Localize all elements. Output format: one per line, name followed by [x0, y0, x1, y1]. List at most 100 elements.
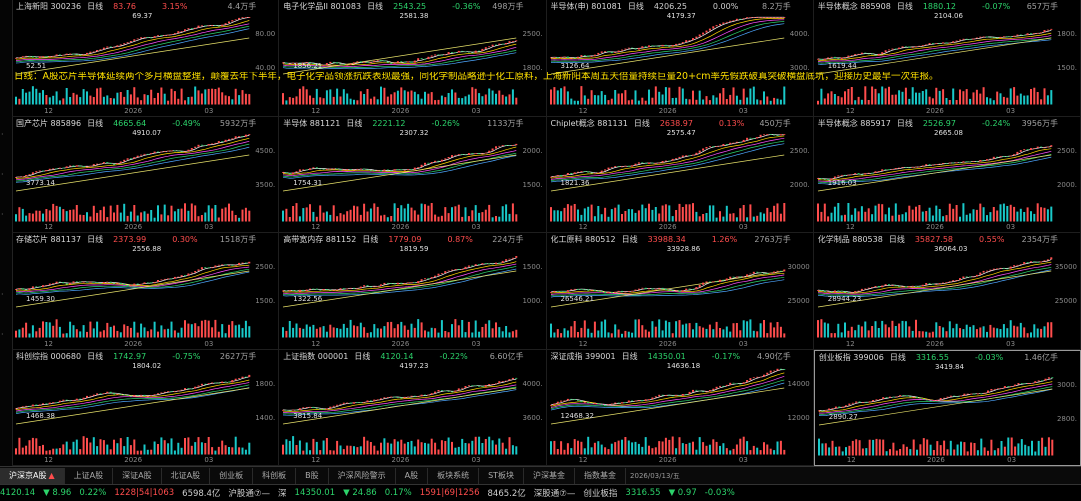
- candle: [559, 174, 562, 176]
- candle: [892, 396, 895, 397]
- market-tab[interactable]: 创业板: [210, 467, 254, 484]
- volume-bar: [579, 441, 582, 454]
- chart-panel[interactable]: 上海新阳 300236 日线 83.76 3.15% 4.4万手 80.00 40.00 69…: [12, 0, 280, 117]
- candle: [512, 144, 515, 146]
- chart-panel[interactable]: 半导体概念 885908 日线 1880.12 -0.07% 657万手 1800. 150…: [813, 0, 1081, 117]
- volume-bar: [1036, 92, 1039, 105]
- volume-bar: [1006, 97, 1009, 105]
- kline-chart: [816, 257, 1053, 338]
- volume-bar: [133, 204, 136, 221]
- candle: [965, 160, 968, 162]
- trend-line: [550, 37, 784, 75]
- candle: [498, 145, 501, 147]
- volume-bar: [136, 215, 139, 221]
- chart-panel[interactable]: 化学制品 880538 日线 35827.58 0.55% 2354万手 35000 250…: [813, 233, 1081, 350]
- candle: [133, 39, 136, 41]
- candle: [35, 286, 38, 288]
- candle: [417, 281, 420, 284]
- market-tab[interactable]: B股: [296, 467, 329, 484]
- volume-bar: [688, 323, 691, 338]
- candle: [329, 168, 332, 169]
- market-tab[interactable]: 深证A股: [113, 467, 162, 484]
- candle: [647, 162, 650, 164]
- market-tab[interactable]: 沪深京A股 ▲: [0, 467, 65, 484]
- chart-panel[interactable]: 化工原料 880512 日线 33988.34 1.26% 2763万手 30000 250…: [546, 233, 814, 350]
- volume-bar: [742, 204, 745, 221]
- moving-average-line: [15, 386, 250, 414]
- volume-bar: [1026, 206, 1029, 221]
- chart-panel[interactable]: 存储芯片 881137 日线 2373.99 0.30% 1518万手 2500. 1500…: [12, 233, 280, 350]
- volume-bar: [248, 442, 251, 454]
- volume-bar: [170, 205, 173, 221]
- volume-bar: [919, 443, 922, 455]
- volume-bar: [853, 100, 856, 105]
- chart-panel[interactable]: 高带宽内存 881152 日线 1779.09 0.87% 224万手 1500. 1000…: [279, 233, 547, 350]
- candle: [858, 401, 861, 403]
- candle: [69, 53, 72, 55]
- volume-bar: [228, 324, 230, 338]
- hk-connect-sh[interactable]: 沪股通⑦—: [228, 489, 271, 499]
- volume-bar: [184, 437, 186, 454]
- kline-chart: [816, 144, 1053, 221]
- chart-panel[interactable]: 半导体 881121 日线 2221.12 -0.26% 1133万手 2000. 1500…: [279, 116, 547, 233]
- volume-bar: [336, 215, 339, 221]
- volume-bar: [366, 89, 369, 105]
- chart-panel[interactable]: 半导体(申) 801081 日线 4206.25 0.00% 8.2万手 4000. 300…: [546, 0, 814, 117]
- market-tab[interactable]: A股: [396, 467, 429, 484]
- chart-panel[interactable]: 科创综指 000680 日线 1742.97 -0.75% 2627万手 1800. 140…: [12, 349, 280, 466]
- volume-bar: [322, 440, 325, 454]
- candle: [895, 395, 898, 397]
- market-tab[interactable]: 指数基金: [575, 467, 627, 484]
- volume-bar: [441, 320, 444, 338]
- candle: [343, 288, 346, 289]
- volume-bar: [424, 203, 427, 221]
- volume-bar: [1036, 328, 1039, 338]
- market-tab[interactable]: 沪深基金: [524, 467, 576, 484]
- chart-panel[interactable]: 半导体概念 885917 日线 2526.97 -0.24% 3956万手 2500. 20…: [813, 116, 1081, 233]
- volume-bar: [897, 90, 900, 105]
- market-tab[interactable]: 上证A股: [65, 467, 114, 484]
- candle: [563, 291, 565, 292]
- candle: [187, 149, 190, 151]
- moving-average-line: [817, 39, 1052, 65]
- volume-bar: [349, 98, 352, 105]
- candle: [610, 52, 613, 54]
- candle: [515, 40, 518, 42]
- hk-connect-sz[interactable]: 深股通⑦—: [533, 489, 576, 499]
- volume-bar: [674, 447, 677, 454]
- panel-title: 上证指数 000001 日线 4120.14 -0.22% 6.60亿手: [283, 351, 541, 362]
- x-axis-month: 12: [578, 223, 588, 231]
- volume-bar: [752, 216, 755, 221]
- candle: [441, 273, 444, 274]
- volume-bar: [133, 439, 136, 454]
- chart-panel[interactable]: 深证成指 399001 日线 14350.01 -0.17% 4.90亿手 14000 12…: [546, 349, 814, 466]
- candle: [1047, 376, 1050, 379]
- volume-bar: [596, 205, 599, 221]
- candle: [157, 280, 159, 282]
- volume-bar: [620, 213, 623, 221]
- volume-bar: [904, 211, 907, 221]
- chart-panel[interactable]: Chiplet概念 881131 日线 2638.97 0.13% 450万手 2500.…: [546, 116, 814, 233]
- volume-bar: [875, 438, 878, 455]
- volume-bar: [559, 210, 562, 221]
- volume-bar: [62, 208, 65, 221]
- volume-bar: [922, 437, 925, 455]
- candle: [711, 26, 714, 29]
- chart-panel[interactable]: 创业板指 399006 日线 3316.55 -0.03% 1.46亿手 3000. 280…: [813, 349, 1081, 466]
- moving-average-line: [283, 152, 517, 177]
- market-tab[interactable]: 沪深风险警示: [329, 467, 396, 484]
- market-tab[interactable]: 科创板: [253, 467, 297, 484]
- market-tab[interactable]: 板块系统: [428, 467, 480, 484]
- volume-bar: [35, 437, 38, 454]
- chart-panel[interactable]: 国产芯片 885896 日线 4665.64 -0.49% 5932万手 4500. 350…: [12, 116, 280, 233]
- candle: [583, 55, 586, 56]
- candle: [983, 392, 986, 394]
- volume-bar: [688, 203, 691, 221]
- chart-panel[interactable]: 电子化学品II 801083 日线 2543.25 -0.36% 498万手 2500. 1…: [279, 0, 547, 117]
- market-tab[interactable]: 北证A股: [162, 467, 211, 484]
- chart-panel[interactable]: 上证指数 000001 日线 4120.14 -0.22% 6.60亿手 4000. 360…: [279, 349, 547, 466]
- candle: [349, 168, 352, 170]
- volume-bar: [292, 327, 295, 338]
- market-tab[interactable]: ST板块: [479, 467, 525, 484]
- volume-bar: [221, 324, 224, 338]
